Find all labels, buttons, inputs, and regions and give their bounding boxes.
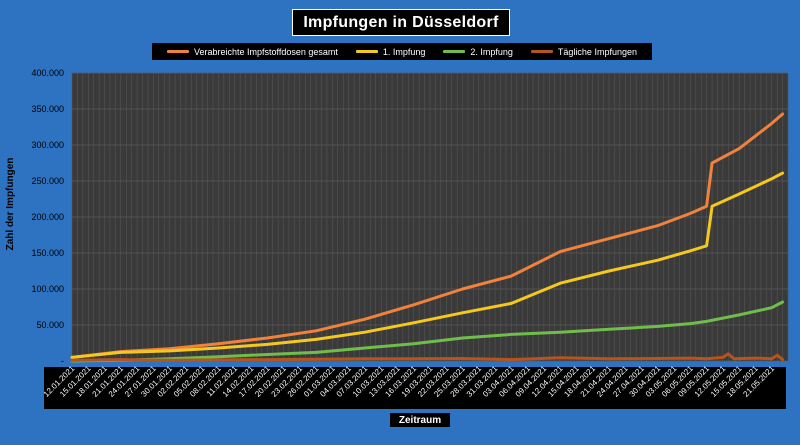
legend-label: 1. Impfung xyxy=(382,46,426,57)
series-line xyxy=(70,352,785,362)
y-tick-label: 100.000 xyxy=(31,284,64,294)
legend-swatch xyxy=(443,50,466,53)
y-tick-label: - xyxy=(61,356,64,366)
x-axis-label: Zeitraum xyxy=(390,413,450,427)
legend-item: 2. Impfung xyxy=(443,47,513,57)
legend-swatch xyxy=(166,50,189,53)
legend-item: Verabreichte Impfstoffdosen gesamt xyxy=(166,46,338,57)
chart-legend: Verabreichte Impfstoffdosen gesamt 1. Imp… xyxy=(152,43,652,60)
y-axis-label: Zahl der Impfungen xyxy=(5,157,16,251)
y-tick-label: 300.000 xyxy=(31,140,64,150)
chart-title: Impfungen in Düsseldorf xyxy=(292,9,510,36)
legend-item: 1. Impfung xyxy=(355,46,426,57)
legend-swatch xyxy=(355,50,378,53)
series-line xyxy=(70,171,785,359)
series-line xyxy=(70,300,785,363)
legend-label: Tägliche Impfungen xyxy=(557,46,637,57)
y-tick-label: 400.000 xyxy=(31,68,64,78)
legend-swatch xyxy=(530,50,553,53)
y-tick-label: 350.000 xyxy=(31,104,64,114)
legend-item: Tägliche Impfungen xyxy=(530,46,637,57)
y-tick-label: 200.000 xyxy=(31,212,64,222)
y-tick-label: 250.000 xyxy=(31,176,64,186)
y-tick-label: 50.000 xyxy=(36,320,64,330)
legend-label: Verabreichte Impfstoffdosen gesamt xyxy=(193,46,338,57)
series-line xyxy=(70,112,785,359)
x-tick-band xyxy=(44,367,786,409)
y-tick-label: 150.000 xyxy=(31,248,64,258)
legend-label: 2. Impfung xyxy=(470,46,513,57)
